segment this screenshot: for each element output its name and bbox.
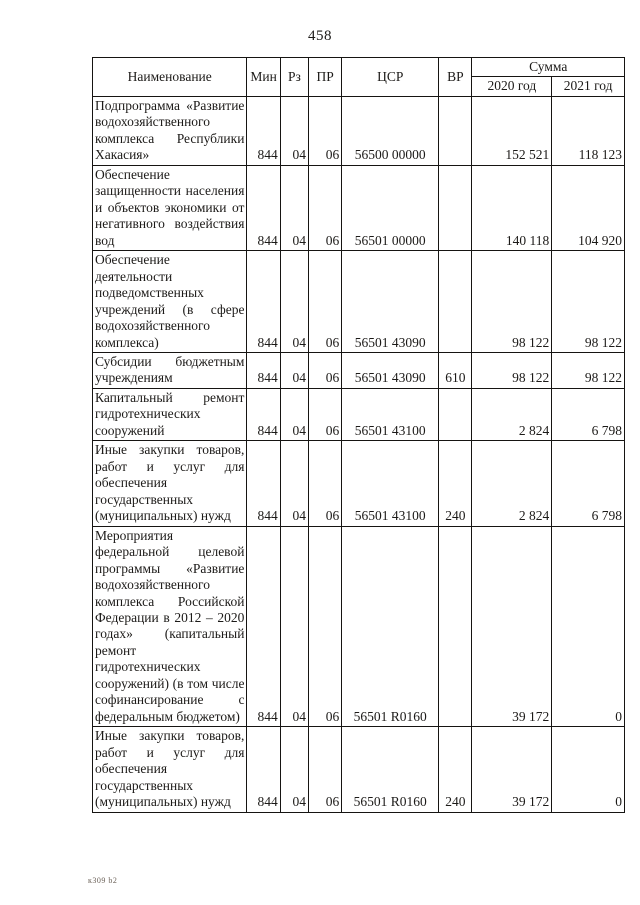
row-pr: 06 <box>307 387 343 442</box>
row-name: Иные закупки товаров, работ и услуг для … <box>91 726 248 813</box>
header-year-2020: 2020 год <box>471 76 553 97</box>
row-sum-2021: 98 122 <box>551 351 625 389</box>
budget-table: Наименование Мин Рз ПР ЦСР ВР Сумма 2020… <box>91 56 625 813</box>
row-sum-2020: 2 824 <box>471 440 553 527</box>
row-pr: 06 <box>307 440 343 527</box>
header-min: Мин <box>246 57 281 97</box>
table-row: Иные закупки товаров, работ и услуг для … <box>91 440 625 527</box>
row-sum-2021: 6 798 <box>551 440 625 527</box>
row-min: 844 <box>246 726 281 813</box>
table-body: Подпрограмма «Развитие водохозяйственног… <box>91 95 625 813</box>
table-header: Наименование Мин Рз ПР ЦСР ВР Сумма 2020… <box>91 56 625 97</box>
row-name: Капитальный ремонт гидротехнических соор… <box>91 387 248 442</box>
row-rz: 04 <box>279 525 309 728</box>
table-row: Мероприятия федеральной целевой программ… <box>91 525 625 728</box>
row-vr: 610 <box>438 351 473 389</box>
row-sum-2020: 140 118 <box>471 164 553 252</box>
row-vr <box>438 387 473 442</box>
row-sum-2020: 98 122 <box>471 351 553 389</box>
row-rz: 04 <box>279 95 309 166</box>
row-csr: 56500 00000 <box>341 95 440 166</box>
row-name: Мероприятия федеральной целевой программ… <box>91 525 248 728</box>
page-number: 458 <box>308 28 332 44</box>
row-pr: 06 <box>307 351 343 389</box>
row-name: Субсидии бюджетным учреждениям <box>91 351 248 389</box>
row-vr <box>438 164 473 252</box>
row-rz: 04 <box>279 164 309 252</box>
row-min: 844 <box>246 250 281 353</box>
row-rz: 04 <box>279 440 309 527</box>
row-pr: 06 <box>307 164 343 252</box>
row-name: Иные закупки товаров, работ и услуг для … <box>91 440 248 527</box>
header-rz: Рз <box>279 57 309 97</box>
row-sum-2021: 0 <box>551 726 625 813</box>
row-csr: 56501 43100 <box>341 440 440 527</box>
row-min: 844 <box>246 440 281 527</box>
row-min: 844 <box>246 351 281 389</box>
row-vr <box>438 95 473 166</box>
table-row: Подпрограмма «Развитие водохозяйственног… <box>91 95 625 166</box>
table-row: Субсидии бюджетным учреждениям 844 04 06… <box>91 351 625 389</box>
row-csr: 56501 00000 <box>341 164 440 252</box>
table-row: Капитальный ремонт гидротехнических соор… <box>91 387 625 442</box>
header-sum: Сумма <box>471 56 625 78</box>
row-name: Обеспечение защищенности населения и объ… <box>91 164 248 252</box>
row-pr: 06 <box>307 726 343 813</box>
row-min: 844 <box>246 95 281 166</box>
row-sum-2021: 0 <box>551 525 625 728</box>
footer-mark: к309 b2 <box>88 876 118 885</box>
header-name: Наименование <box>91 57 248 97</box>
row-sum-2020: 2 824 <box>471 387 553 442</box>
row-vr <box>438 250 473 353</box>
row-csr: 56501 R0160 <box>341 525 440 728</box>
row-csr: 56501 R0160 <box>341 726 440 813</box>
row-rz: 04 <box>279 726 309 813</box>
row-sum-2021: 104 920 <box>551 164 625 252</box>
row-sum-2021: 6 798 <box>551 387 625 442</box>
row-sum-2020: 152 521 <box>471 95 553 166</box>
row-min: 844 <box>246 387 281 442</box>
row-rz: 04 <box>279 387 309 442</box>
row-sum-2021: 118 123 <box>551 95 625 166</box>
row-vr: 240 <box>438 440 473 527</box>
row-name: Обеспечение деятельности подведомственны… <box>91 250 248 353</box>
row-vr <box>438 525 473 728</box>
row-vr: 240 <box>438 726 473 813</box>
row-csr: 56501 43090 <box>341 351 440 389</box>
row-sum-2020: 39 172 <box>471 525 553 728</box>
table-row: Обеспечение деятельности подведомственны… <box>91 250 625 353</box>
header-vr: ВР <box>438 57 473 97</box>
table-row: Обеспечение защищенности населения и объ… <box>91 164 625 252</box>
row-sum-2021: 98 122 <box>551 250 625 353</box>
row-min: 844 <box>246 164 281 252</box>
row-rz: 04 <box>279 250 309 353</box>
row-csr: 56501 43100 <box>341 387 440 442</box>
row-name: Подпрограмма «Развитие водохозяйственног… <box>91 95 248 166</box>
table-row: Иные закупки товаров, работ и услуг для … <box>91 726 625 813</box>
row-csr: 56501 43090 <box>341 250 440 353</box>
row-rz: 04 <box>279 351 309 389</box>
row-pr: 06 <box>307 250 343 353</box>
header-year-2021: 2021 год <box>551 76 625 97</box>
header-pr: ПР <box>307 57 343 97</box>
header-csr: ЦСР <box>341 57 440 97</box>
row-sum-2020: 98 122 <box>471 250 553 353</box>
row-pr: 06 <box>307 95 343 166</box>
row-pr: 06 <box>307 525 343 728</box>
row-min: 844 <box>246 525 281 728</box>
row-sum-2020: 39 172 <box>471 726 553 813</box>
